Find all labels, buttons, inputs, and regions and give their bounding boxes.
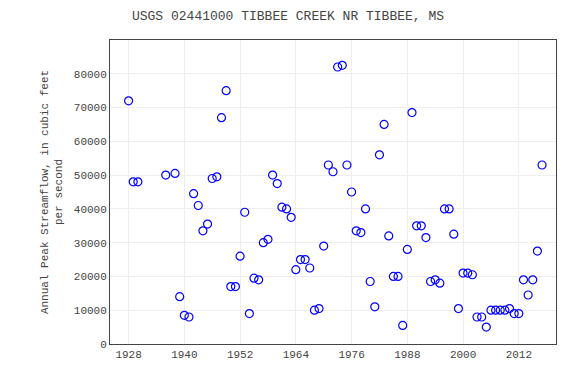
svg-text:10000: 10000 — [74, 305, 107, 317]
svg-text:Annual Peak Streamflow, in cub: Annual Peak Streamflow, in cubic feetper… — [39, 70, 65, 314]
svg-text:2012: 2012 — [506, 349, 532, 361]
svg-text:80000: 80000 — [74, 69, 107, 81]
svg-text:70000: 70000 — [74, 102, 107, 114]
svg-text:1928: 1928 — [115, 349, 141, 361]
svg-text:1952: 1952 — [227, 349, 253, 361]
svg-text:60000: 60000 — [74, 136, 107, 148]
svg-text:20000: 20000 — [74, 271, 107, 283]
svg-text:1964: 1964 — [283, 349, 310, 361]
svg-text:1988: 1988 — [394, 349, 420, 361]
svg-text:2000: 2000 — [450, 349, 476, 361]
svg-text:0: 0 — [100, 339, 107, 351]
svg-text:40000: 40000 — [74, 204, 107, 216]
svg-text:30000: 30000 — [74, 238, 107, 250]
svg-text:50000: 50000 — [74, 170, 107, 182]
svg-text:1940: 1940 — [171, 349, 197, 361]
svg-text:USGS 02441000 TIBBEE CREEK NR: USGS 02441000 TIBBEE CREEK NR TIBBEE, MS — [132, 9, 444, 24]
svg-text:1976: 1976 — [338, 349, 364, 361]
